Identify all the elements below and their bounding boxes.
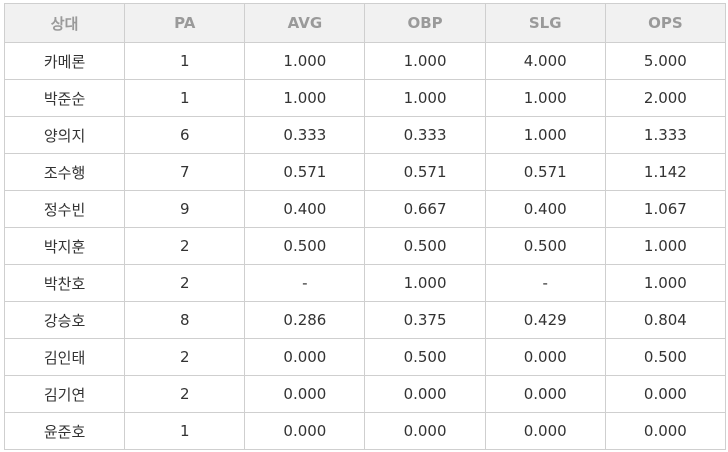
- table-row: 양의지 6 0.333 0.333 1.000 1.333: [3, 116, 727, 154]
- stat-cell: 0.400: [244, 190, 366, 228]
- opponent-cell: 박지훈: [3, 227, 126, 265]
- stat-cell: 1.333: [604, 116, 727, 154]
- opponent-cell: 정수빈: [3, 190, 126, 228]
- stat-cell: 0.000: [364, 375, 486, 413]
- stat-cell: 1.000: [364, 264, 486, 302]
- table-head: 상대 PA AVG OBP SLG OPS: [3, 3, 727, 43]
- stat-cell: 0.000: [604, 375, 727, 413]
- header-cell: OPS: [604, 3, 727, 43]
- opponent-cell: 양의지: [3, 116, 126, 154]
- stat-cell: 2: [124, 338, 246, 376]
- stat-cell: 0.500: [364, 338, 486, 376]
- stat-cell: 0.000: [364, 412, 486, 450]
- header-cell: 상대: [3, 3, 126, 43]
- table-row: 김기연 2 0.000 0.000 0.000 0.000: [3, 375, 727, 413]
- stat-cell: 0.804: [604, 301, 727, 339]
- stat-cell: 1: [124, 79, 246, 117]
- stat-cell: 0.000: [604, 412, 727, 450]
- table-row: 박준순 1 1.000 1.000 1.000 2.000: [3, 79, 727, 117]
- stat-cell: 0.000: [244, 412, 366, 450]
- header-cell: OBP: [364, 3, 486, 43]
- stat-cell: 2: [124, 264, 246, 302]
- stat-cell: 0.571: [244, 153, 366, 191]
- stat-cell: 1.000: [604, 227, 727, 265]
- stat-cell: 0.500: [364, 227, 486, 265]
- table-row: 정수빈 9 0.400 0.667 0.400 1.067: [3, 190, 727, 228]
- header-cell: AVG: [244, 3, 366, 43]
- stat-cell: 0.333: [364, 116, 486, 154]
- stat-cell: 1: [124, 412, 246, 450]
- stat-cell: 0.000: [484, 412, 606, 450]
- stat-cell: 0.000: [484, 338, 606, 376]
- stat-cell: 1.000: [484, 79, 606, 117]
- stat-cell: 0.571: [364, 153, 486, 191]
- stat-cell: 8: [124, 301, 246, 339]
- opponent-cell: 김기연: [3, 375, 126, 413]
- stat-cell: 7: [124, 153, 246, 191]
- stat-cell: 0.333: [244, 116, 366, 154]
- stat-cell: 4.000: [484, 42, 606, 80]
- header-cell: PA: [124, 3, 246, 43]
- stat-cell: 1.000: [484, 116, 606, 154]
- stat-cell: 0.375: [364, 301, 486, 339]
- stat-cell: 1.000: [244, 42, 366, 80]
- stat-cell: 0.667: [364, 190, 486, 228]
- stat-cell: -: [484, 264, 606, 302]
- stat-cell: 9: [124, 190, 246, 228]
- table-row: 카메론 1 1.000 1.000 4.000 5.000: [3, 42, 727, 80]
- table-body: 카메론 1 1.000 1.000 4.000 5.000 박준순 1 1.000 1.000 1.…: [3, 42, 727, 450]
- page: 상대 PA AVG OBP SLG OPS 카메론 1 1.000 1.000 4.000 5.00…: [0, 3, 728, 452]
- table-row: 조수행 7 0.571 0.571 0.571 1.142: [3, 153, 727, 191]
- table-row: 김인태 2 0.000 0.500 0.000 0.500: [3, 338, 727, 376]
- stat-cell: 0.000: [484, 375, 606, 413]
- opponent-cell: 박준순: [3, 79, 126, 117]
- opponent-cell: 조수행: [3, 153, 126, 191]
- table-row: 윤준호 1 0.000 0.000 0.000 0.000: [3, 412, 727, 450]
- stat-cell: -: [244, 264, 366, 302]
- stat-cell: 0.500: [484, 227, 606, 265]
- opponent-cell: 박찬호: [3, 264, 126, 302]
- stat-cell: 0.429: [484, 301, 606, 339]
- stat-cell: 0.500: [604, 338, 727, 376]
- stat-cell: 2.000: [604, 79, 727, 117]
- opponent-cell: 카메론: [3, 42, 126, 80]
- stat-cell: 1: [124, 42, 246, 80]
- stat-cell: 0.000: [244, 375, 366, 413]
- stat-cell: 1.000: [244, 79, 366, 117]
- opponent-cell: 윤준호: [3, 412, 126, 450]
- table-row: 강승호 8 0.286 0.375 0.429 0.804: [3, 301, 727, 339]
- stats-table: 상대 PA AVG OBP SLG OPS 카메론 1 1.000 1.000 4.000 5.00…: [3, 3, 727, 450]
- stat-cell: 1.000: [604, 264, 727, 302]
- stat-cell: 5.000: [604, 42, 727, 80]
- stat-cell: 2: [124, 375, 246, 413]
- stat-cell: 1.000: [364, 42, 486, 80]
- table-row: 박찬호 2-1.000-1.000: [3, 264, 727, 302]
- stat-cell: 2: [124, 227, 246, 265]
- table-row: 박지훈 2 0.500 0.500 0.500 1.000: [3, 227, 727, 265]
- stat-cell: 1.000: [364, 79, 486, 117]
- stat-cell: 0.000: [244, 338, 366, 376]
- opponent-cell: 강승호: [3, 301, 126, 339]
- stat-cell: 0.571: [484, 153, 606, 191]
- stat-cell: 0.286: [244, 301, 366, 339]
- stat-cell: 1.067: [604, 190, 727, 228]
- stat-cell: 6: [124, 116, 246, 154]
- stat-cell: 0.500: [244, 227, 366, 265]
- stat-cell: 1.142: [604, 153, 727, 191]
- header-cell: SLG: [484, 3, 606, 43]
- opponent-cell: 김인태: [3, 338, 126, 376]
- header-row: 상대 PA AVG OBP SLG OPS: [3, 3, 727, 43]
- stat-cell: 0.400: [484, 190, 606, 228]
